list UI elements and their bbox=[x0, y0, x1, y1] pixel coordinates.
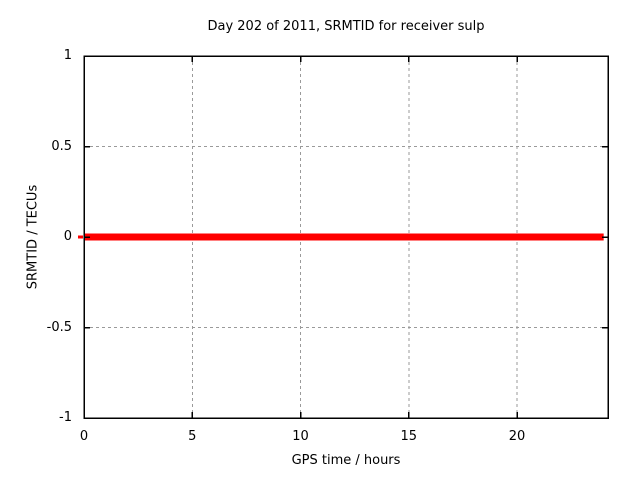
x-tick-label: 5 bbox=[188, 429, 197, 444]
y-tick-label: -1 bbox=[59, 410, 72, 425]
x-axis-label: GPS time / hours bbox=[291, 453, 401, 468]
y-tick-label: -0.5 bbox=[46, 319, 72, 335]
y-tick-label: 0 bbox=[63, 229, 72, 244]
x-tick-label: 0 bbox=[79, 429, 89, 444]
x-tick-label: 15 bbox=[400, 429, 418, 444]
x-tick-label: 10 bbox=[292, 429, 309, 444]
chart-title: Day 202 of 2011, SRMTID for receiver sul… bbox=[207, 19, 485, 34]
y-tick-label: 0.5 bbox=[51, 138, 72, 154]
y-tick-label: 1 bbox=[63, 48, 72, 63]
x-tick-label: 20 bbox=[508, 429, 526, 444]
